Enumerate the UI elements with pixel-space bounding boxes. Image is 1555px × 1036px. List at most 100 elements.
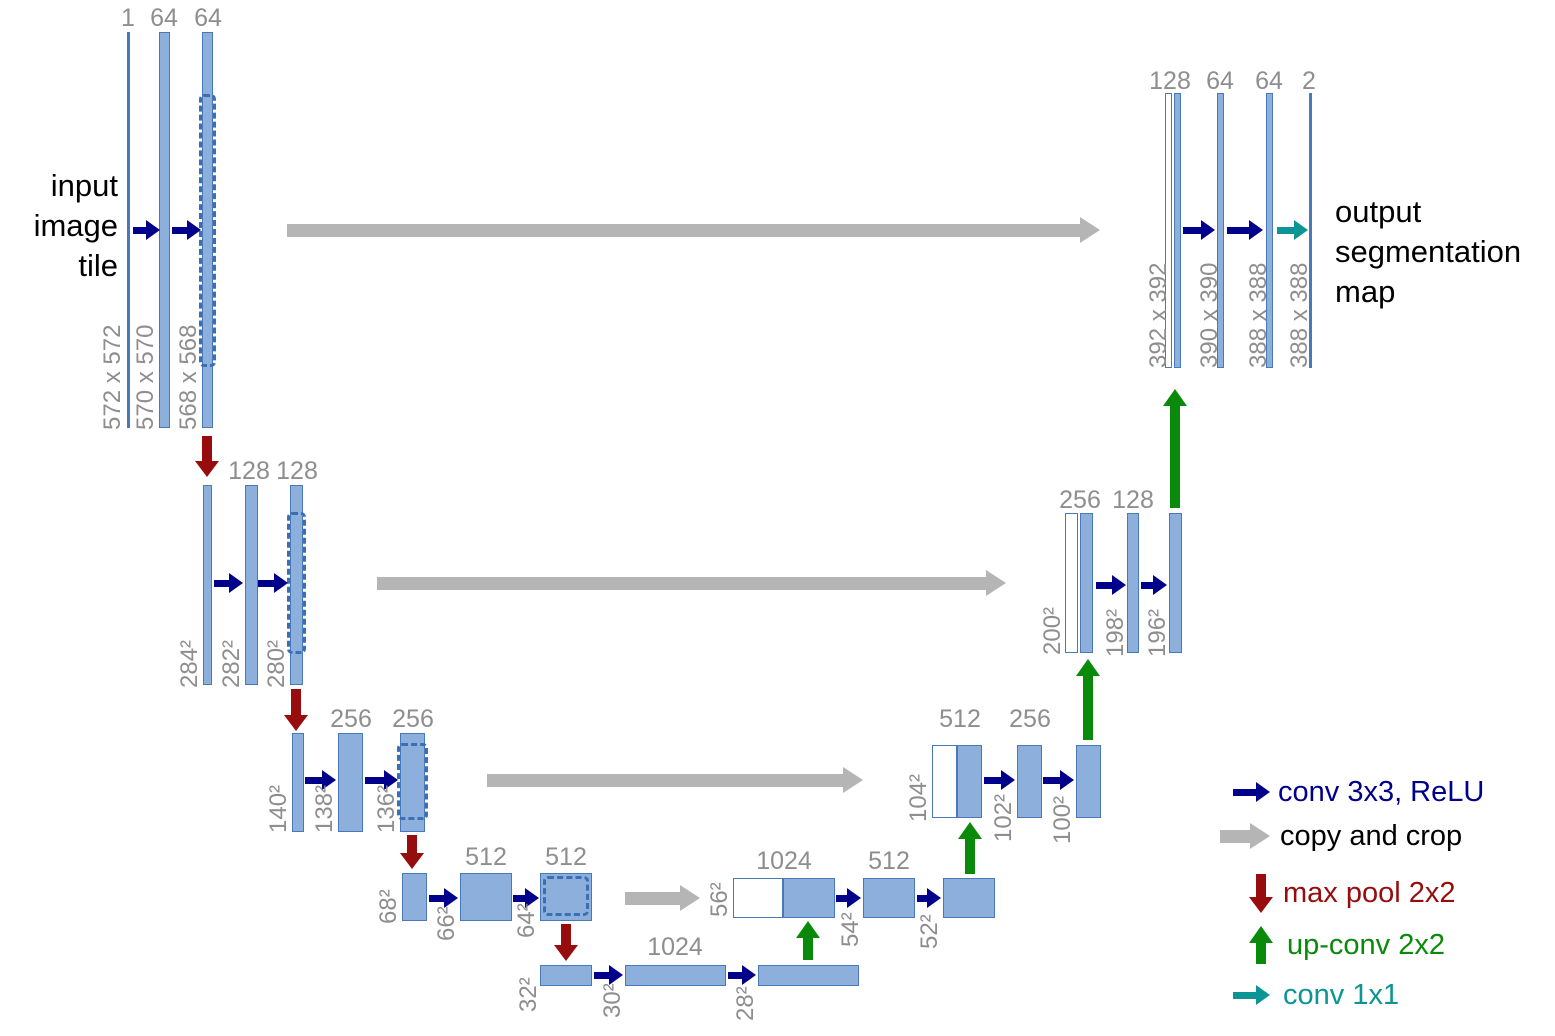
channel-count-label: 64 bbox=[194, 4, 222, 32]
conv3x3-arrow bbox=[214, 572, 243, 594]
channel-count-label: 128 bbox=[1149, 67, 1191, 95]
arrow-body bbox=[377, 576, 988, 590]
conv3x3-arrow bbox=[305, 769, 336, 791]
arrow-body bbox=[133, 226, 148, 234]
conv3x3-arrow bbox=[1227, 219, 1263, 241]
arrow-body bbox=[1256, 874, 1266, 899]
dec2-upconv-200 bbox=[1080, 513, 1093, 653]
dec2-copied-200 bbox=[1065, 513, 1078, 653]
arrow-head bbox=[1201, 219, 1215, 240]
arrow-body bbox=[728, 971, 744, 979]
arrow-head bbox=[957, 822, 982, 839]
arrow-head bbox=[1060, 769, 1074, 790]
arrow-body bbox=[984, 776, 1003, 784]
arrow-body bbox=[287, 223, 1082, 237]
arrow-head bbox=[322, 769, 336, 790]
arrow-head bbox=[1153, 574, 1167, 595]
channel-count-label: 1024 bbox=[647, 933, 703, 961]
arrow-head bbox=[1256, 984, 1270, 1005]
copy-crop-arrow bbox=[625, 884, 700, 912]
arrow-body bbox=[1233, 991, 1258, 999]
annotation-line: image bbox=[33, 208, 118, 243]
conv3x3-arrow bbox=[1096, 574, 1126, 596]
arrow-head bbox=[384, 769, 398, 790]
arrow-body bbox=[487, 773, 845, 787]
enc4-conv1-66 bbox=[460, 873, 512, 921]
enc3-conv2-136 bbox=[400, 733, 425, 832]
conv1x1-arrow bbox=[1277, 219, 1308, 241]
conv3x3-arrow bbox=[1233, 781, 1270, 803]
dec4-conv1-54 bbox=[863, 878, 915, 918]
channel-count-label: 128 bbox=[276, 457, 318, 485]
arrow-body bbox=[594, 971, 611, 979]
channel-count-label: 1024 bbox=[756, 847, 812, 875]
enc2-conv1-282 bbox=[245, 485, 258, 685]
dec3-conv2-100 bbox=[1076, 745, 1101, 818]
channel-count-label: 512 bbox=[545, 843, 587, 871]
arrow-head bbox=[1256, 781, 1270, 802]
channel-count-label: 128 bbox=[1112, 486, 1154, 514]
output-segmentation-map-label: output segmentation map bbox=[1335, 192, 1521, 312]
enc2-conv2-280 bbox=[290, 485, 303, 685]
dec4-conv2-52 bbox=[943, 878, 995, 918]
conv3x3-arrow bbox=[594, 964, 623, 986]
up-conv-arrow bbox=[1075, 659, 1101, 740]
arrow-head bbox=[1294, 219, 1308, 240]
input-image-tile-label: input image tile bbox=[0, 166, 118, 286]
arrow-body bbox=[429, 894, 446, 902]
dec1-conv1-390 bbox=[1217, 93, 1224, 368]
arrow-body bbox=[172, 226, 189, 234]
arrow-body bbox=[1043, 776, 1062, 784]
arrow-head bbox=[1001, 769, 1015, 790]
arrow-head bbox=[554, 945, 578, 961]
arrow-body bbox=[214, 579, 231, 587]
arrow-body bbox=[1083, 674, 1093, 740]
arrow-body bbox=[561, 924, 571, 947]
enc2-pooled-284 bbox=[203, 485, 212, 685]
legend-label-copy: copy and crop bbox=[1280, 820, 1463, 852]
arrow-head bbox=[525, 887, 539, 908]
bottleneck-conv2-28 bbox=[758, 965, 859, 986]
arrow-body bbox=[291, 689, 301, 717]
arrow-head bbox=[986, 569, 1006, 596]
conv3x3-arrow bbox=[917, 887, 941, 909]
bottleneck-conv1-30 bbox=[625, 965, 726, 986]
arrow-body bbox=[1277, 226, 1296, 234]
arrow-head bbox=[1250, 822, 1270, 849]
arrow-body bbox=[1256, 941, 1266, 964]
arrow-body bbox=[1170, 404, 1180, 508]
arrow-head bbox=[927, 887, 941, 908]
arrow-head bbox=[1080, 216, 1100, 243]
dec4-upconv-56 bbox=[783, 878, 835, 918]
arrow-body bbox=[803, 936, 813, 960]
dec1-copied-392 bbox=[1165, 93, 1172, 368]
channel-count-label: 256 bbox=[1009, 705, 1051, 733]
dec2-conv1-198 bbox=[1127, 513, 1139, 653]
arrow-body bbox=[365, 776, 386, 784]
up-conv-arrow bbox=[957, 822, 983, 874]
arrow-head bbox=[1112, 574, 1126, 595]
channel-count-label: 512 bbox=[939, 705, 981, 733]
arrow-body bbox=[1233, 788, 1258, 796]
conv3x3-arrow bbox=[728, 964, 756, 986]
annotation-line: input bbox=[50, 168, 118, 203]
copy-crop-arrow bbox=[377, 569, 1006, 597]
arrow-head bbox=[229, 572, 243, 593]
arrow-head bbox=[742, 964, 756, 985]
max-pool-arrow bbox=[284, 689, 308, 731]
arrow-head bbox=[847, 887, 861, 908]
annotation-line: output bbox=[1335, 194, 1422, 229]
arrow-body bbox=[917, 894, 929, 902]
arrow-head bbox=[680, 884, 700, 911]
copy-crop-arrow bbox=[287, 216, 1100, 244]
up-conv-arrow bbox=[1162, 389, 1188, 508]
copy-crop-arrow bbox=[1220, 822, 1270, 850]
enc1-conv2-568 bbox=[202, 32, 213, 428]
arrow-head bbox=[1248, 926, 1273, 943]
arrow-head bbox=[1075, 659, 1100, 676]
arrow-body bbox=[258, 579, 276, 587]
arrow-head bbox=[1249, 219, 1263, 240]
dec3-upconv-104 bbox=[957, 745, 982, 818]
max-pool-arrow bbox=[400, 835, 424, 869]
